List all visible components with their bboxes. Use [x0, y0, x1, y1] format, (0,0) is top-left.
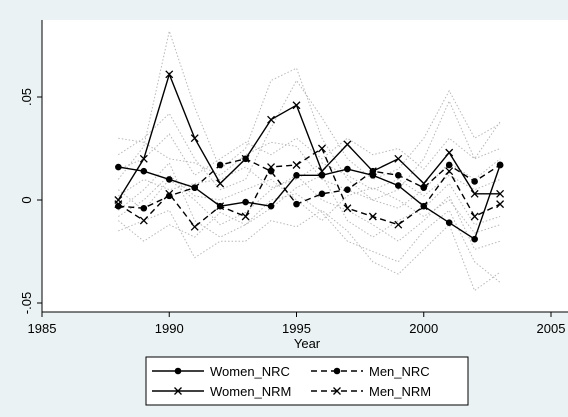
series-women-nrc-point — [445, 219, 453, 226]
series-women-nrm-point — [496, 189, 505, 198]
series-men-nrc-point — [216, 161, 224, 169]
series-men-nrm-point — [165, 189, 174, 198]
background-series-line — [118, 137, 501, 209]
series-women-nrm-point — [216, 179, 225, 188]
series-women-nrc-point — [395, 182, 402, 189]
background-series-line — [117, 174, 501, 242]
legend-item-men-nrm: Men_NRM — [311, 384, 431, 399]
series-men-nrm-point — [368, 212, 377, 221]
series-men-nrc-point — [140, 204, 148, 212]
legend-item-women-nrc: Women_NRC — [152, 364, 290, 379]
series-women-nrm-point — [394, 154, 403, 163]
series-men-nrc-point — [191, 184, 198, 191]
series-men-nrm-point — [267, 163, 276, 171]
series-line-women-nrm — [117, 72, 501, 201]
series-men-nrc-point — [395, 171, 402, 179]
series-line-men-nrc — [118, 158, 501, 209]
series-men-nrc-point — [471, 178, 478, 185]
axes-group — [41, 20, 568, 313]
series-women-nrm-point — [267, 115, 276, 124]
series-men-nrm-point — [343, 204, 352, 213]
background-series-line — [118, 209, 501, 292]
series-women-nrm-point — [292, 101, 301, 110]
x-tick-label: 1990 — [155, 321, 184, 336]
series-line-men-nrm — [117, 147, 501, 228]
series-men-nrc-point — [369, 167, 377, 175]
series-men-nrc-point — [318, 190, 326, 198]
series-women-nrm-point — [190, 134, 199, 143]
background-series-group — [117, 29, 501, 292]
series-women-nrc-point — [344, 165, 351, 173]
legend-item-men-nrc: Men_NRC — [311, 364, 430, 379]
legend-box — [145, 356, 469, 406]
x-tick-label: 1985 — [28, 321, 57, 336]
series-men-nrm-point — [470, 212, 479, 221]
series-line-women-nrc — [118, 164, 501, 241]
series-men-nrc-point — [242, 155, 249, 163]
series-women-nrc-point — [471, 235, 478, 243]
series-women-nrc-point — [165, 176, 173, 183]
legend-men-nrm-point — [333, 387, 341, 395]
background-series-line — [118, 162, 501, 197]
series-women-nrm-point — [343, 140, 352, 149]
series-men-nrc-point — [445, 161, 453, 169]
series-men-nrc-point — [344, 186, 351, 193]
series-men-nrm-point — [241, 212, 250, 221]
legend-label: Women_NRC — [210, 364, 290, 379]
legend-label: Men_NRM — [369, 384, 431, 399]
background-series-line — [117, 29, 501, 201]
series-men-nrm-point — [139, 216, 148, 225]
series-men-nrc-point — [293, 200, 300, 208]
series-women-nrc-point — [242, 198, 249, 206]
series-women-nrc-point — [140, 167, 148, 175]
series-men-nrm-point — [190, 222, 199, 231]
y-tick-label: .05 — [19, 88, 34, 106]
series-men-nrc — [115, 155, 504, 212]
ticks-group: 1985 1990 1995 2000 2005 -.05 0 .05 — [19, 88, 565, 336]
series-women-nrc-point — [293, 171, 300, 179]
series-men-nrm — [114, 144, 505, 231]
series-men-nrc-point — [165, 192, 173, 200]
legend-women-nrc-point — [174, 367, 182, 375]
series-men-nrc-point — [420, 184, 428, 191]
legend-men-nrc-point — [333, 367, 341, 375]
series-women-nrm-point — [317, 167, 326, 176]
series-women-nrm-point — [165, 70, 174, 79]
series-women-nrc-point — [267, 202, 275, 210]
x-axis-title: Year — [294, 336, 321, 351]
plot-region — [42, 20, 568, 312]
background-series-line — [118, 79, 501, 191]
series-women-nrm-point — [139, 154, 148, 163]
legend: Women_NRC Women_NRM Men_NRC Men_NRM — [145, 356, 469, 406]
series-men-nrm-point — [445, 167, 454, 176]
series-women-nrm-point — [445, 148, 454, 157]
series-men-nrm-point — [216, 202, 225, 211]
y-tick-label: 0 — [19, 196, 34, 203]
x-tick-label: 2005 — [537, 321, 566, 336]
series-men-nrm-point — [496, 200, 505, 209]
legend-label: Men_NRC — [369, 364, 430, 379]
y-tick-label: -.05 — [19, 292, 34, 314]
legend-item-women-nrm: Women_NRM — [152, 384, 291, 399]
legend-label: Women_NRM — [210, 384, 291, 399]
series-group — [114, 70, 505, 243]
background-series-line — [118, 174, 501, 234]
series-men-nrm-point — [114, 200, 123, 209]
series-men-nrm-point — [394, 220, 403, 229]
legend-women-nrm-point — [174, 387, 182, 395]
series-women-nrm-point — [470, 189, 479, 198]
series-men-nrm-point — [419, 202, 428, 211]
series-men-nrm-point — [292, 161, 301, 169]
background-series-line — [117, 162, 501, 283]
series-men-nrc-point — [496, 161, 504, 169]
x-tick-label: 2000 — [409, 321, 438, 336]
x-tick-label: 1995 — [282, 321, 311, 336]
series-men-nrm-point — [317, 144, 326, 153]
series-women-nrc-point — [115, 163, 122, 171]
